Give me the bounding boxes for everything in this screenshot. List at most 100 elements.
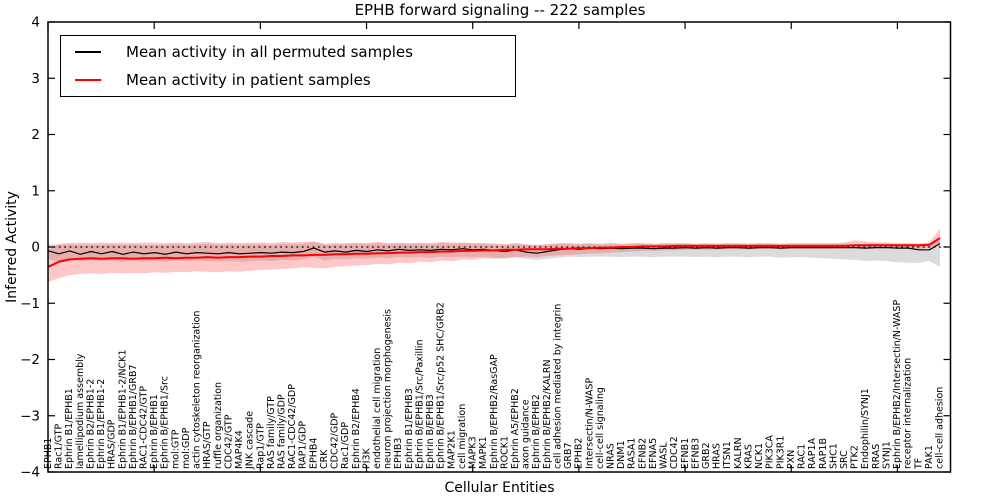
x-tick-label: cell-cell adhesion	[935, 387, 946, 469]
x-tick-label: RAC1-CDC42/GDP	[287, 384, 298, 469]
x-tick-label: HRAS/GTP	[202, 421, 213, 469]
x-tick-labels: EPHB1 Rac1/GTP Ephrin B1/EPHB1 lamellipodiu…	[43, 300, 946, 470]
x-tick-label: MAPK3	[468, 436, 479, 469]
x-tick-label: RRAS	[871, 444, 882, 469]
x-tick-label: WASL	[659, 442, 670, 469]
x-tick-label: Ephrin B/EPHB2	[531, 394, 542, 469]
x-tick-label: MAP4K4	[234, 430, 245, 469]
legend-line-permuted	[75, 51, 101, 53]
x-tick-label: Rac1/GTP	[54, 423, 65, 469]
x-tick-label: PXN	[786, 450, 797, 469]
x-tick-label: NCK1	[754, 443, 765, 469]
y-tick-label: 0	[31, 240, 40, 256]
series-lines	[48, 237, 941, 268]
x-tick-label: RAS family/GDP	[276, 394, 287, 469]
x-tick-label: MAP2K1	[446, 430, 457, 469]
x-tick-label: PTK2	[850, 445, 861, 469]
x-tick-label: MAPK1	[478, 436, 489, 469]
series-line-1	[48, 237, 941, 268]
x-tick-label: PIK3R1	[775, 436, 786, 469]
x-tick-label: Ephrin B/EPHB1/Src/p52 SHC/GRB2	[436, 302, 447, 469]
x-tick-label: RAS family/GTP	[266, 396, 277, 469]
x-tick-label: Intersectin/N-WASP	[584, 378, 595, 469]
legend-box: Mean activity in all permuted samples Me…	[60, 35, 516, 97]
x-tick-label: HRAS	[712, 443, 723, 469]
x-axis-title: Cellular Entities	[444, 480, 555, 496]
y-tick-label: 4	[31, 15, 40, 31]
x-tick-label: Ephrin B/EPHB1/GRB7	[128, 364, 139, 469]
x-tick-label: HRAS/GDP	[107, 419, 118, 469]
y-tick-label: −3	[20, 408, 40, 424]
x-tick-label: EFNA5	[648, 438, 659, 469]
x-tick-label: CDC42	[669, 436, 680, 469]
x-tick-label: SHC1	[828, 443, 839, 469]
x-tick-label: EPHB2	[574, 438, 585, 469]
x-tick-label: CDC42/GDP	[330, 412, 341, 469]
x-tick-label: mol:GTP	[170, 429, 181, 469]
legend-item-patient: Mean activity in patient samples	[61, 66, 515, 94]
x-tick-label: Ephrin B2/EPHB1-2	[85, 379, 96, 469]
x-tick-label: RAP1B	[818, 438, 829, 469]
x-tick-label: ITSN1	[722, 441, 733, 469]
y-tick-label: −4	[20, 465, 40, 481]
x-tick-label: mol:GDP	[181, 427, 192, 469]
x-tick-label: ruffle organization	[213, 382, 224, 469]
y-axis-title: Inferred Activity	[4, 191, 20, 303]
x-tick-label: PIK3CA	[765, 435, 776, 469]
x-tick-label: neuron projection morphogenesis	[383, 309, 394, 469]
x-tick-label: SRC	[839, 450, 850, 469]
axis-ticks	[47, 21, 951, 473]
x-tick-label: Ephrin B/EPHB2/KALRN	[542, 359, 553, 469]
y-tick-label: 3	[31, 71, 40, 87]
x-tick-label: GRB7	[563, 442, 574, 469]
x-tick-label: RAC1	[797, 444, 808, 469]
x-tick-label: Ephrin B/EPHB3	[425, 394, 436, 469]
x-tick-label: PI3K	[361, 447, 372, 469]
x-tick-label: CDC42/GTP	[223, 414, 234, 469]
x-tick-label: KRAS	[743, 444, 754, 469]
x-tick-label: EPHB3	[393, 438, 404, 469]
x-tick-label: EFNB3	[690, 438, 701, 469]
x-tick-label: Ephrin B/EPHB2/Intersectin/N-WASP	[892, 300, 903, 469]
x-tick-label: RASA1	[627, 438, 638, 469]
x-tick-label: ROCK1	[499, 436, 510, 469]
x-tick-label: receptor internalization	[903, 358, 914, 469]
x-tick-label: Ephrin B/EPHB1/Src	[160, 376, 171, 469]
x-tick-label: JNK cascade	[245, 411, 256, 470]
x-tick-label: actin cytoskeleton reorganization	[192, 311, 203, 469]
x-tick-label: cell-cell signaling	[595, 387, 606, 469]
x-tick-label: DNM1	[616, 440, 627, 469]
x-tick-label: EFNB2	[637, 438, 648, 469]
x-tick-label: EPHB1	[43, 438, 54, 469]
x-tick-label: Ephrin B1/EPHB1-2	[96, 379, 107, 469]
x-tick-label: TF	[913, 458, 924, 470]
x-tick-label: Ephrin B1/EPHB1	[64, 388, 75, 469]
x-tick-label: EFNB1	[680, 438, 691, 469]
x-tick-label: CRK	[319, 449, 330, 469]
legend-label-patient: Mean activity in patient samples	[126, 71, 371, 89]
x-tick-label: Ephrin B/EPHB1	[149, 394, 160, 469]
x-tick-label: RAC1-CDC42/GTP	[139, 386, 150, 469]
confidence-bands	[48, 228, 940, 282]
x-tick-label: EPHB4	[308, 438, 319, 469]
band-1	[48, 228, 940, 282]
band-0	[48, 240, 940, 267]
x-tick-label: GRB2	[701, 442, 712, 469]
x-tick-label: Rap1/GTP	[255, 423, 266, 469]
x-tick-label: Ephrin B2/EPHB4	[351, 388, 362, 469]
x-tick-label: RAP1A	[807, 438, 818, 469]
x-tick-label: RAP1/GDP	[298, 421, 309, 469]
y-tick-label: −1	[20, 296, 40, 312]
x-tick-label: SYNJ1	[881, 441, 892, 469]
x-tick-label: KALRN	[733, 437, 744, 469]
x-tick-label: axon guidance	[521, 399, 532, 469]
x-tick-label: NRAS	[605, 443, 616, 469]
x-tick-label: Ephrin B/EPHB1/Src/Paxillin	[414, 340, 425, 469]
x-tick-label: cell migration	[457, 404, 468, 469]
legend-item-permuted: Mean activity in all permuted samples	[61, 38, 515, 66]
x-tick-label: Rac1/GDP	[340, 422, 351, 469]
x-tick-label: lamellipodium assembly	[75, 353, 86, 469]
x-tick-label: Ephrin B1/EPHB3	[404, 388, 415, 469]
